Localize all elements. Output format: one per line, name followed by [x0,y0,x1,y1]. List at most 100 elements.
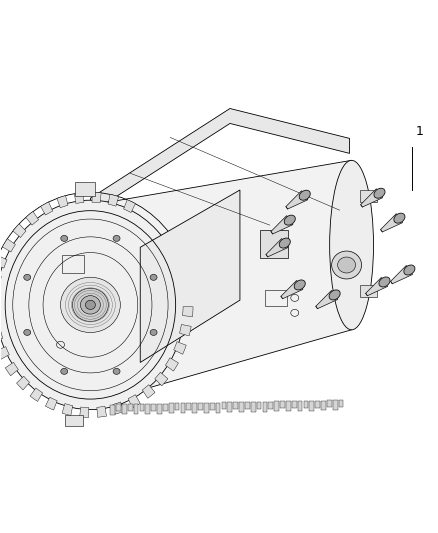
Polygon shape [80,407,89,417]
Polygon shape [257,402,261,409]
Polygon shape [116,405,121,411]
Ellipse shape [85,300,95,310]
Polygon shape [180,403,185,413]
Polygon shape [128,404,133,411]
Polygon shape [198,403,203,410]
Ellipse shape [61,236,68,241]
Ellipse shape [150,274,157,280]
Ellipse shape [338,257,356,273]
Polygon shape [360,189,383,207]
Polygon shape [381,214,403,232]
Polygon shape [271,216,293,234]
Polygon shape [286,191,308,209]
Polygon shape [41,202,53,215]
Polygon shape [57,196,68,208]
Polygon shape [142,385,155,398]
Polygon shape [339,400,343,407]
FancyBboxPatch shape [360,190,378,202]
Polygon shape [192,403,197,413]
Polygon shape [327,400,332,407]
Ellipse shape [24,274,31,280]
Ellipse shape [0,200,185,409]
Ellipse shape [279,238,290,248]
Polygon shape [97,406,106,417]
Polygon shape [26,212,39,225]
Polygon shape [152,404,156,411]
FancyBboxPatch shape [75,182,95,196]
Ellipse shape [294,280,305,290]
Polygon shape [316,290,338,309]
Polygon shape [298,401,302,411]
Polygon shape [251,402,256,412]
Ellipse shape [332,251,361,279]
Polygon shape [157,403,162,414]
Polygon shape [46,397,57,410]
Polygon shape [315,401,320,408]
Polygon shape [5,362,18,376]
Polygon shape [304,401,308,408]
Polygon shape [391,265,413,284]
Polygon shape [128,394,140,408]
Ellipse shape [329,290,340,300]
Polygon shape [366,278,388,296]
Polygon shape [30,388,42,401]
Polygon shape [145,404,150,414]
Polygon shape [183,306,193,317]
Polygon shape [180,325,191,336]
Ellipse shape [72,288,108,321]
Ellipse shape [379,277,390,287]
Ellipse shape [299,190,310,200]
Polygon shape [110,405,115,415]
Polygon shape [90,109,350,213]
Polygon shape [62,403,73,415]
Ellipse shape [374,188,385,198]
Polygon shape [227,402,232,413]
Polygon shape [2,239,15,252]
Polygon shape [310,401,314,411]
Ellipse shape [284,215,295,225]
Polygon shape [0,274,1,285]
Polygon shape [113,402,124,414]
Polygon shape [124,200,135,213]
Polygon shape [175,403,180,410]
Polygon shape [0,330,3,342]
Polygon shape [286,401,291,411]
Ellipse shape [60,277,120,333]
Polygon shape [140,404,144,411]
Polygon shape [122,405,127,414]
FancyBboxPatch shape [360,285,378,297]
Polygon shape [321,400,326,410]
Polygon shape [174,342,186,354]
Polygon shape [333,400,338,410]
Ellipse shape [24,329,31,335]
Polygon shape [274,401,279,411]
Ellipse shape [81,296,100,314]
Ellipse shape [61,368,68,374]
Polygon shape [0,255,7,268]
Polygon shape [108,195,119,206]
Polygon shape [90,160,352,405]
FancyBboxPatch shape [260,230,288,258]
Polygon shape [280,401,285,408]
Polygon shape [292,401,297,408]
Text: 1: 1 [415,125,423,139]
Polygon shape [216,402,220,413]
Polygon shape [210,402,215,410]
Polygon shape [281,280,303,298]
Ellipse shape [113,236,120,241]
Ellipse shape [150,329,157,335]
Ellipse shape [404,265,415,275]
Polygon shape [204,403,209,413]
Polygon shape [74,192,84,204]
Polygon shape [268,401,273,408]
Polygon shape [140,190,240,362]
Polygon shape [163,403,168,410]
Polygon shape [245,402,250,409]
Polygon shape [222,402,226,409]
Polygon shape [187,403,191,410]
FancyBboxPatch shape [66,415,83,426]
Polygon shape [134,404,138,414]
Polygon shape [263,402,267,411]
Polygon shape [17,376,30,390]
Polygon shape [92,192,101,203]
